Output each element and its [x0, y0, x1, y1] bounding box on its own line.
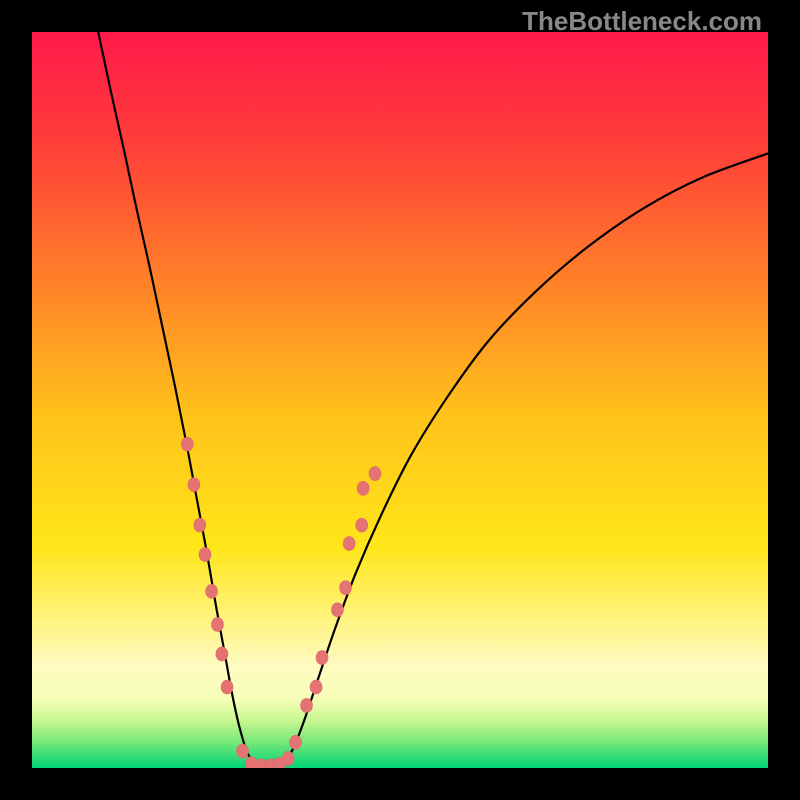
scatter-point — [300, 698, 312, 712]
scatter-point — [221, 680, 233, 694]
scatter-point — [199, 548, 211, 562]
scatter-point — [316, 651, 328, 665]
scatter-point — [194, 518, 206, 532]
chart-plot-area — [32, 32, 768, 768]
scatter-point — [188, 478, 200, 492]
scatter-point — [236, 744, 248, 758]
scatter-point — [357, 481, 369, 495]
scatter-point — [340, 581, 352, 595]
scatter-point — [369, 467, 381, 481]
scatter-point — [206, 584, 218, 598]
gradient-background — [32, 32, 768, 768]
chart-outer-frame: TheBottleneck.com — [0, 0, 800, 800]
scatter-point — [181, 437, 193, 451]
scatter-point — [331, 603, 343, 617]
scatter-point — [310, 680, 322, 694]
bottleneck-curve-chart — [32, 32, 768, 768]
scatter-point — [356, 518, 368, 532]
scatter-point — [211, 617, 223, 631]
scatter-point — [289, 735, 301, 749]
scatter-point — [343, 537, 355, 551]
scatter-point — [216, 647, 228, 661]
scatter-point — [282, 751, 294, 765]
